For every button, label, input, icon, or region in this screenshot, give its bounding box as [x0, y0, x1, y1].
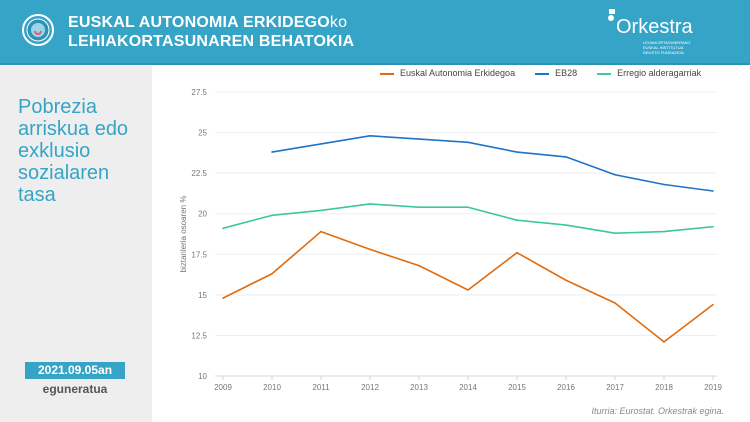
- source-note: Iturria: Eurostat. Orkestrak egina.: [591, 406, 724, 416]
- data-point: [320, 143, 322, 145]
- legend-label: Erregio alderagarriak: [617, 68, 702, 78]
- x-tick-label: 2019: [704, 383, 722, 392]
- y-tick-label: 10: [198, 372, 207, 381]
- update-date-badge: 2021.09.05an: [25, 362, 125, 379]
- data-point: [516, 151, 518, 153]
- legend-item-regions[interactable]: Erregio alderagarriak: [597, 68, 701, 78]
- orkestra-mark-icon: [608, 9, 615, 21]
- legend-label: Euskal Autonomia Erkidegoa: [400, 68, 516, 78]
- sidebar-panel: Pobrezia arriskua edo exklusio sozialare…: [0, 66, 152, 422]
- data-point: [222, 227, 224, 230]
- title-line-2: LEHIAKORTASUNAREN BEHATOKIA: [68, 33, 355, 50]
- y-tick-label: 12.5: [191, 331, 207, 340]
- x-tick-label: 2014: [459, 383, 477, 392]
- orkestra-logo: Orkestra LEHIAKORTASUNERAKO EUSKAL INSTI…: [606, 8, 693, 55]
- header: EUSKAL AUTONOMIA ERKIDEGOko LEHIAKORTASU…: [0, 0, 750, 65]
- data-point: [712, 303, 714, 306]
- data-point: [369, 203, 371, 205]
- y-tick-label: 25: [198, 129, 207, 138]
- x-tick-label: 2018: [655, 383, 673, 392]
- brand-sub-3: DEUSTO FUNDAZIOA: [643, 50, 684, 55]
- x-tick-label: 2013: [410, 383, 428, 392]
- series-line-0: [222, 230, 714, 343]
- legend-swatch: [597, 72, 612, 75]
- y-tick-label: 20: [198, 210, 207, 219]
- data-point: [467, 141, 469, 144]
- data-point: [271, 151, 273, 153]
- orkestra-subtitle: LEHIAKORTASUNERAKO EUSKAL INSTITUTUA DEU…: [643, 40, 690, 55]
- indicator-title: Pobrezia arriskua edo exklusio sozialare…: [18, 96, 129, 206]
- x-tick-label: 2011: [312, 383, 330, 392]
- data-point: [418, 206, 420, 209]
- brand-sub-2: EUSKAL INSTITUTUA: [643, 45, 684, 50]
- series-line-1: [271, 135, 714, 192]
- chart-legend: Euskal Autonomia Erkidegoa EB28 Erregio …: [380, 68, 701, 78]
- data-point: [663, 230, 665, 233]
- series-line-2: [222, 203, 714, 234]
- data-point: [614, 232, 616, 234]
- data-point: [271, 272, 273, 275]
- site-title: EUSKAL AUTONOMIA ERKIDEGOko LEHIAKORTASU…: [68, 13, 354, 51]
- data-point: [418, 264, 420, 267]
- data-point: [565, 224, 567, 226]
- y-tick-label: 27.5: [191, 88, 207, 97]
- legend-item-eb28[interactable]: EB28: [535, 68, 577, 78]
- data-point: [614, 173, 616, 176]
- data-point: [467, 289, 469, 291]
- brand-sub-1: LEHIAKORTASUNERAKO: [643, 40, 691, 45]
- x-tick-label: 2016: [557, 383, 575, 392]
- x-tick-label: 2010: [263, 383, 281, 392]
- updated-label: eguneratua: [42, 382, 108, 396]
- x-tick-label: 2009: [214, 383, 232, 392]
- legend-label: EB28: [555, 68, 578, 78]
- data-point: [565, 279, 567, 282]
- y-tick-label: 15: [198, 291, 207, 300]
- title-suffix: ko: [329, 14, 348, 31]
- x-tick-label: 2012: [361, 383, 379, 392]
- legend-item-eae[interactable]: Euskal Autonomia Erkidegoa: [380, 68, 515, 78]
- data-point: [369, 248, 371, 251]
- data-point: [712, 190, 714, 192]
- data-point: [712, 225, 714, 228]
- data-point: [663, 183, 665, 186]
- data-point: [320, 209, 322, 212]
- y-axis-label: biztanleria osoaren %: [179, 196, 188, 273]
- y-tick-label: 22.5: [191, 169, 207, 178]
- orkestra-name: Orkestra: [616, 16, 693, 38]
- data-point: [614, 302, 616, 304]
- data-point: [663, 341, 665, 343]
- data-point: [320, 230, 322, 233]
- y-tick-label: 17.5: [191, 250, 207, 259]
- data-point: [467, 206, 469, 209]
- legend-swatch: [380, 72, 394, 75]
- data-point: [565, 156, 567, 158]
- data-point: [516, 219, 518, 222]
- data-point: [222, 297, 224, 299]
- x-tick-label: 2017: [606, 383, 624, 392]
- title-line-1: EUSKAL AUTONOMIA ERKIDEGO: [68, 14, 330, 31]
- x-tick-label: 2015: [508, 383, 526, 392]
- data-point: [418, 138, 420, 140]
- data-point: [271, 214, 273, 217]
- legend-swatch: [535, 72, 550, 75]
- observatory-logo-icon: [22, 14, 54, 46]
- data-point: [369, 135, 371, 137]
- data-point: [516, 251, 518, 254]
